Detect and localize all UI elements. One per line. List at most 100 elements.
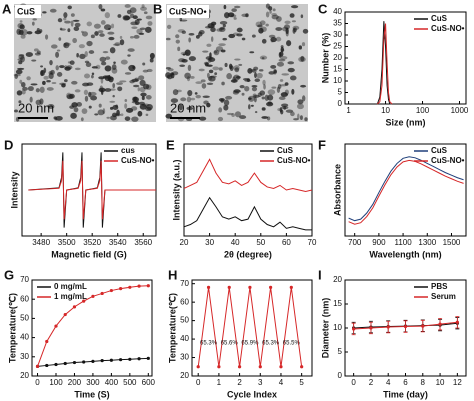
particle — [39, 29, 43, 33]
particle — [106, 116, 110, 119]
particle — [149, 58, 154, 63]
legend-label: CuS — [431, 14, 448, 23]
data-point — [258, 365, 262, 369]
particle — [117, 14, 122, 18]
data-point — [146, 356, 150, 360]
particle — [208, 69, 214, 74]
particle — [284, 82, 289, 86]
legend-label: CuS-NO• — [277, 156, 311, 165]
particle — [15, 69, 23, 75]
particle — [254, 78, 261, 82]
y-tick-label: 50 — [20, 314, 29, 323]
x-tick-label: 1100 — [394, 238, 412, 247]
particle — [249, 51, 255, 54]
y-axis-label: Intensity — [9, 171, 19, 208]
particle — [124, 4, 131, 8]
particle — [210, 27, 216, 33]
particle — [258, 27, 264, 34]
particle — [49, 59, 53, 66]
particle — [110, 115, 117, 121]
particle — [63, 42, 70, 49]
particle — [210, 24, 215, 28]
particle — [205, 56, 213, 60]
particle — [27, 86, 34, 92]
y-tick-label: 40 — [20, 333, 29, 342]
particle — [13, 73, 21, 77]
particle — [214, 72, 218, 76]
particle — [297, 113, 300, 120]
particle — [262, 79, 266, 86]
particle — [138, 101, 145, 106]
particle — [88, 91, 92, 98]
image-tag: CuS-NO• — [169, 6, 207, 16]
particle — [276, 86, 281, 93]
particle — [267, 94, 274, 101]
x-tick-label: 0 — [196, 378, 201, 387]
y-tick-label: 20 — [180, 371, 189, 380]
particle — [245, 13, 249, 18]
particle — [33, 48, 39, 52]
particle — [190, 75, 195, 79]
particle — [42, 11, 47, 14]
particle — [278, 58, 286, 62]
particle — [280, 92, 288, 97]
x-tick-label: 40 — [231, 238, 240, 247]
y-axis-label: Intensity (a.u.) — [171, 159, 181, 220]
x-tick-label: 100 — [416, 106, 430, 115]
x-tick-label: 3500 — [58, 238, 76, 247]
particle — [187, 64, 192, 71]
particle — [226, 112, 234, 116]
particle — [40, 69, 45, 76]
particle — [219, 20, 228, 25]
data-point — [269, 285, 273, 289]
data-point — [63, 312, 67, 317]
particle — [139, 27, 146, 31]
particle — [20, 56, 25, 63]
annotation: 65.6% — [221, 340, 239, 346]
particle — [67, 5, 72, 10]
particle — [60, 28, 66, 31]
x-tick-label: 500 — [123, 378, 137, 387]
particle — [179, 19, 188, 22]
panel-label: E — [166, 137, 175, 152]
particle — [293, 118, 299, 121]
y-tick-label: 30 — [20, 352, 29, 361]
particle — [267, 89, 276, 95]
particle — [265, 23, 269, 27]
particle — [70, 13, 75, 17]
particle — [241, 92, 245, 96]
particle — [112, 104, 119, 110]
particle — [107, 74, 111, 82]
particle — [29, 96, 33, 103]
particle — [101, 61, 107, 66]
particle — [123, 15, 131, 21]
particle — [289, 13, 295, 18]
data-point — [137, 357, 141, 361]
particle — [178, 104, 183, 111]
particle — [201, 83, 207, 89]
particle — [259, 20, 266, 26]
data-point — [72, 305, 77, 309]
particle — [70, 112, 77, 119]
x-axis-label: Time (S) — [74, 389, 109, 399]
particle — [195, 94, 202, 99]
particle — [284, 20, 291, 25]
particle — [140, 92, 147, 97]
particle — [218, 67, 223, 71]
particle — [136, 28, 143, 35]
particle — [63, 12, 68, 18]
tem-particles — [165, 3, 309, 122]
particle — [233, 17, 237, 20]
particle — [261, 96, 265, 100]
particle — [213, 49, 220, 56]
particle — [289, 75, 297, 81]
particle — [176, 89, 182, 93]
particle — [199, 116, 207, 121]
y-tick-label: 35 — [333, 19, 342, 28]
particle — [202, 50, 209, 53]
data-point — [45, 363, 49, 368]
particle — [266, 116, 271, 121]
particle — [261, 116, 269, 119]
particle — [284, 89, 289, 96]
particle — [190, 97, 196, 101]
